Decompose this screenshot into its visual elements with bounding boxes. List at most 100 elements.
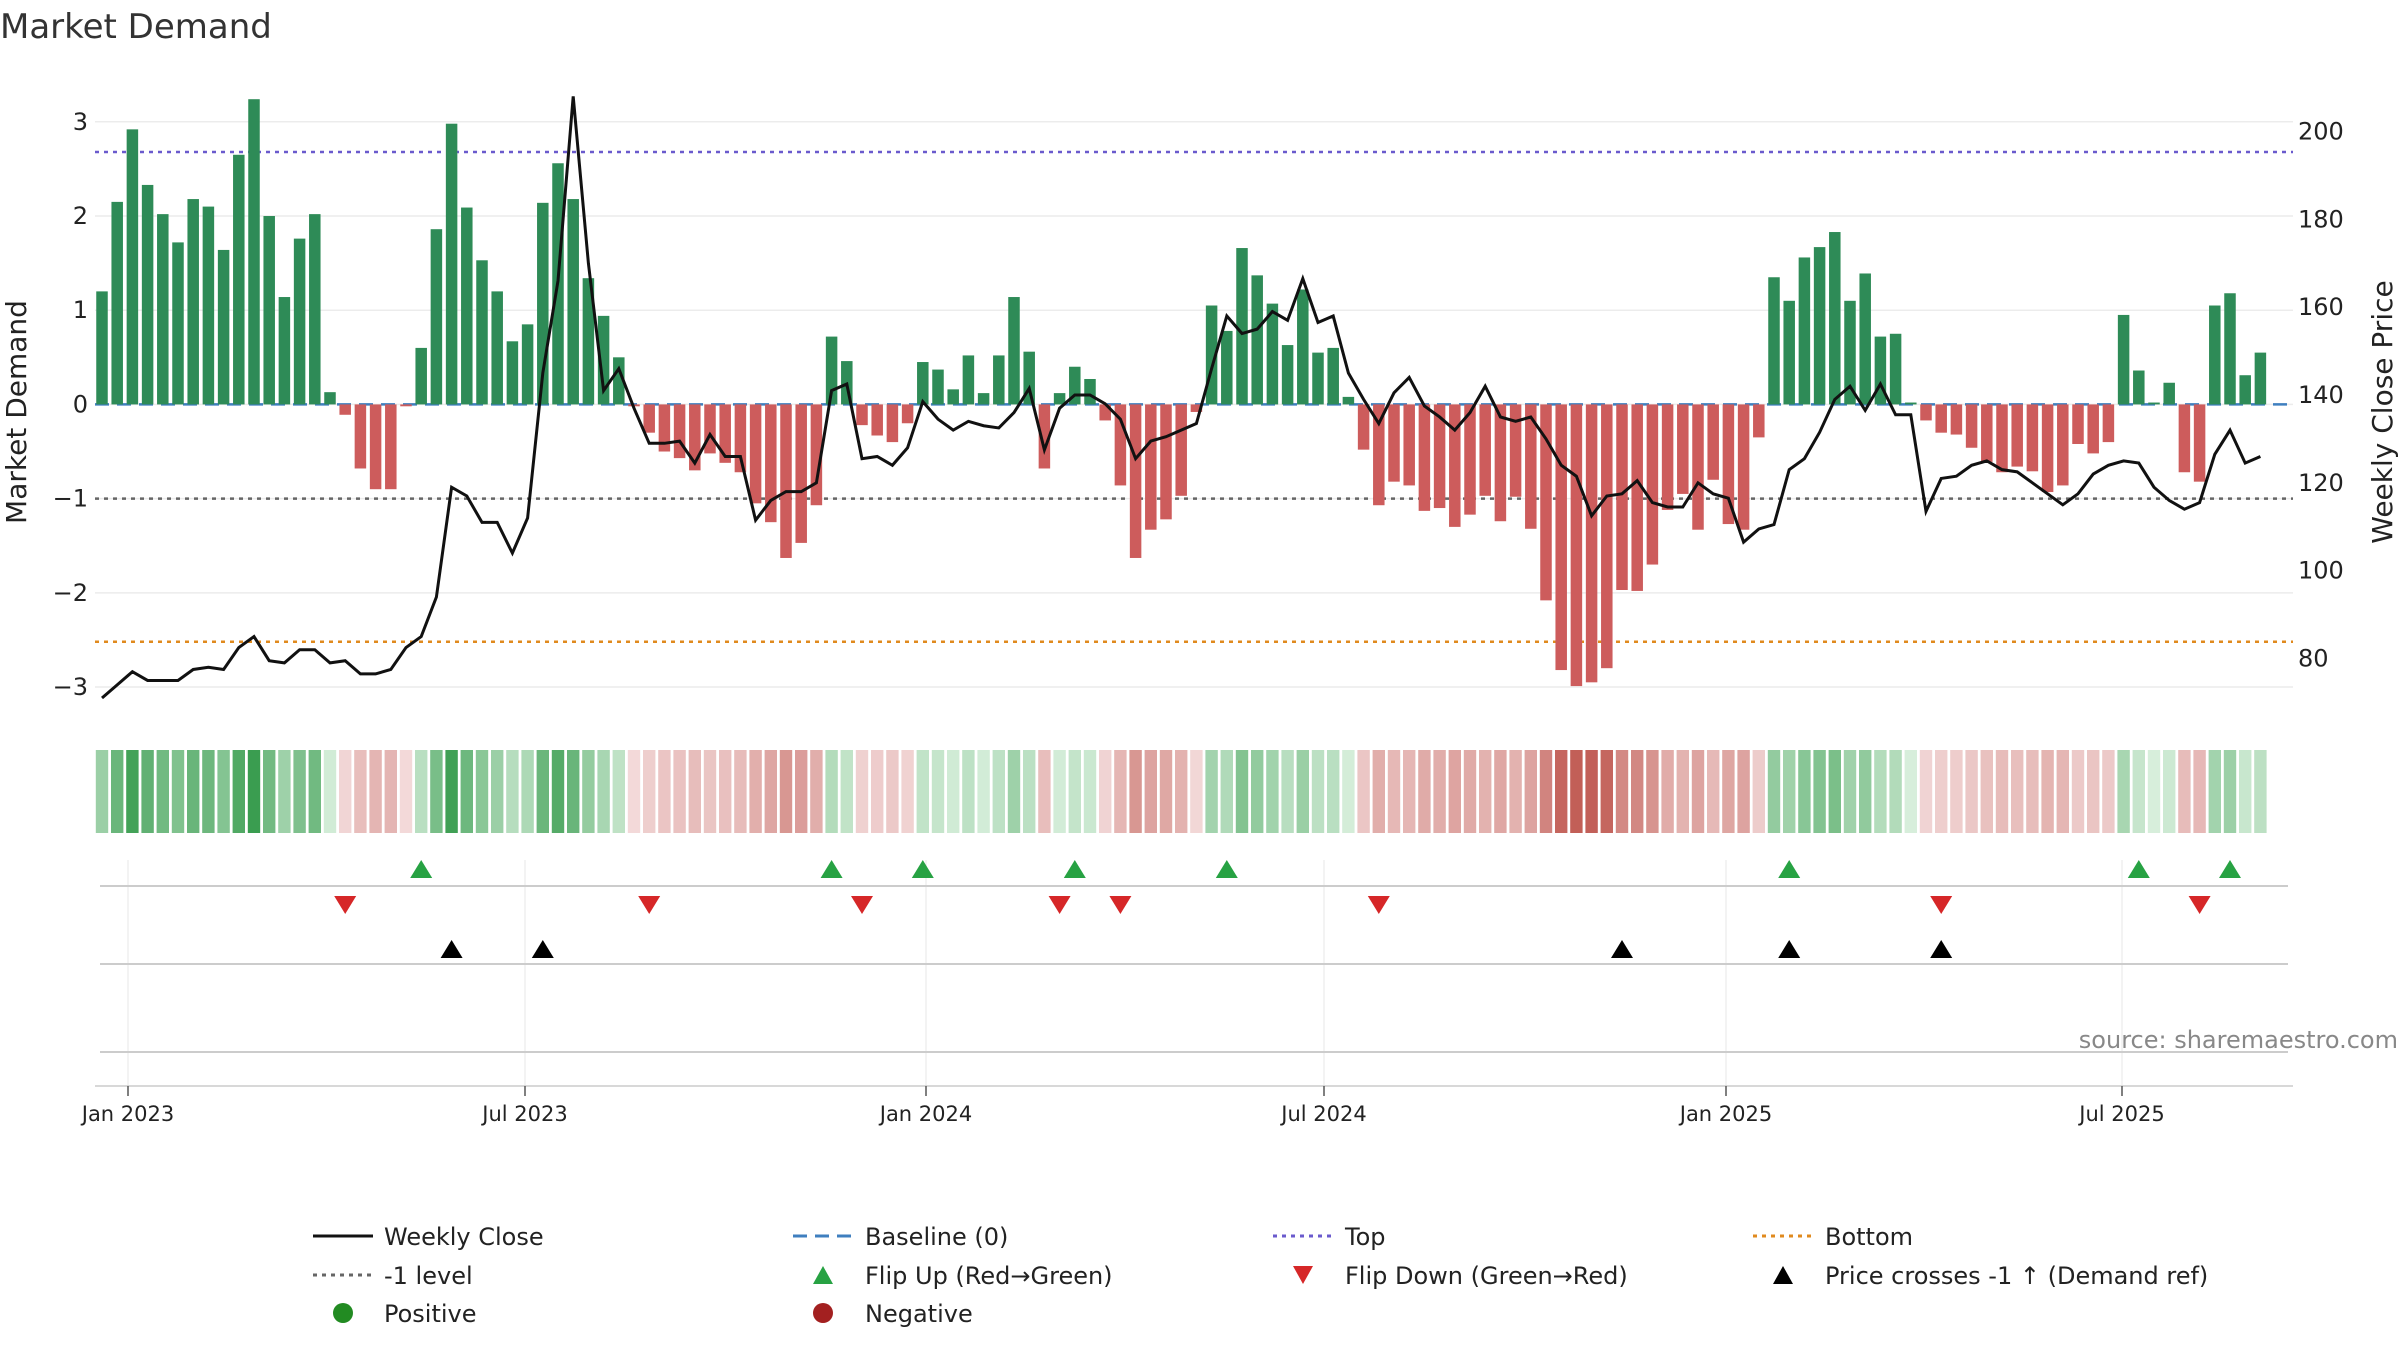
heat-cell	[1889, 750, 1902, 833]
heat-cell	[1068, 750, 1081, 833]
heat-cell	[1220, 750, 1233, 833]
demand-bar	[1905, 402, 1917, 405]
flip-up-marker	[911, 860, 934, 878]
signal-panels	[95, 860, 2293, 1087]
demand-bar	[126, 129, 139, 405]
demand-bar	[461, 207, 473, 405]
heat-cell	[1235, 750, 1249, 833]
heat-cell	[1205, 750, 1218, 833]
demand-bar	[1829, 232, 1841, 405]
heat-cell	[2056, 750, 2069, 833]
heat-cell	[1007, 750, 1021, 833]
y-tick-label: 2	[73, 202, 88, 230]
heat-cell	[1707, 750, 1720, 833]
heat-cell	[1129, 750, 1142, 833]
demand-bar	[1099, 404, 1111, 421]
price-cross-marker	[1611, 940, 1633, 958]
demand-bar	[324, 392, 336, 405]
heat-cell	[1570, 750, 1583, 833]
heat-cell	[612, 750, 625, 833]
heat-cell	[1448, 750, 1461, 833]
demand-bar	[187, 199, 199, 405]
heat-cell	[1646, 750, 1659, 833]
demand-bar	[2224, 293, 2236, 405]
heat-cell	[187, 750, 200, 833]
legend-item-minus1: -1 level	[313, 1262, 473, 1290]
heat-cell	[2087, 750, 2100, 833]
chart-title: Market Demand	[0, 7, 272, 47]
flip-down-marker	[638, 896, 661, 914]
heat-cell	[1387, 750, 1401, 833]
heat-cell	[445, 750, 458, 833]
demand-bar	[658, 404, 671, 452]
demand-bar	[689, 404, 701, 471]
demand-bar	[962, 355, 975, 405]
heat-cell	[551, 750, 565, 833]
legend-label-flipup: Flip Up (Red→Green)	[865, 1262, 1113, 1290]
heat-cell	[1874, 750, 1887, 833]
demand-bar	[1813, 247, 1826, 405]
heat-cell	[1190, 750, 1203, 833]
heat-cell	[1965, 750, 1978, 833]
heat-cell	[1737, 750, 1750, 833]
x-axis-ticks: Jan 2023 Jul 2023 Jan 2024 Jul 2024 Jan 2025…	[80, 1086, 2165, 1126]
demand-bar	[521, 324, 534, 405]
source-note: source: sharemaestro.com	[2079, 1026, 2398, 1054]
demand-bar	[1160, 404, 1172, 520]
y2-axis-label: Weekly Close Price	[2366, 280, 2399, 543]
heat-cell	[1099, 750, 1112, 833]
heat-cell	[339, 750, 352, 833]
heat-cell	[1555, 750, 1568, 833]
demand-bar	[1783, 300, 1795, 405]
legend-label-cross: Price crosses -1 ↑ (Demand ref)	[1825, 1262, 2208, 1290]
heat-cell	[263, 750, 276, 833]
y2-tick-label: 160	[2298, 293, 2344, 321]
demand-bar	[2193, 404, 2206, 482]
demand-bar	[1753, 404, 1765, 438]
flip-down-marker	[1367, 896, 1390, 914]
heat-cell	[536, 750, 549, 833]
heat-cell	[2132, 750, 2145, 833]
heat-cell	[2208, 750, 2221, 833]
demand-bar	[947, 389, 959, 405]
demand-bar	[1570, 404, 1583, 687]
demand-bar	[339, 404, 351, 415]
heat-cell	[141, 750, 154, 833]
heat-cell	[1661, 750, 1674, 833]
heat-cell	[2041, 750, 2054, 833]
grid	[95, 121, 2293, 1086]
demand-bar	[1266, 303, 1279, 405]
legend-label-flipdown: Flip Down (Green→Red)	[1345, 1262, 1628, 1290]
demand-bar	[795, 404, 807, 543]
heat-cell	[95, 750, 109, 833]
demand-bar	[1601, 404, 1613, 669]
legend-item-top: Top	[1273, 1223, 1386, 1251]
heat-cell	[1722, 750, 1735, 833]
heat-cell	[126, 750, 139, 833]
demand-bar	[1981, 404, 1993, 462]
heat-cell	[658, 750, 671, 833]
x-tick-label: Jul 2024	[1279, 1102, 1366, 1126]
demand-bar	[1297, 289, 1309, 405]
flip-down-marker	[1048, 896, 1071, 914]
heat-cell	[962, 750, 975, 833]
flip-up-marker	[410, 860, 433, 878]
demand-bar	[825, 336, 838, 405]
flip-up-marker	[1063, 860, 1086, 878]
heat-cell	[734, 750, 747, 833]
heat-cell	[491, 750, 504, 833]
legend: Weekly Close Baseline (0) Top Bottom -1 …	[313, 1223, 2208, 1328]
demand-bar	[1145, 404, 1157, 530]
heat-cell	[2163, 750, 2176, 833]
heat-cell	[1843, 750, 1857, 833]
demand-bar	[673, 404, 686, 459]
heat-cell	[840, 750, 853, 833]
demand-bar	[263, 216, 275, 405]
demand-bar	[1342, 396, 1355, 405]
demand-bar	[1555, 404, 1567, 671]
heat-cell	[901, 750, 914, 833]
demand-bar	[1449, 404, 1461, 527]
y2-tick-label: 140	[2298, 381, 2344, 409]
legend-label-close: Weekly Close	[384, 1223, 544, 1251]
demand-heat-strip	[95, 750, 2267, 833]
